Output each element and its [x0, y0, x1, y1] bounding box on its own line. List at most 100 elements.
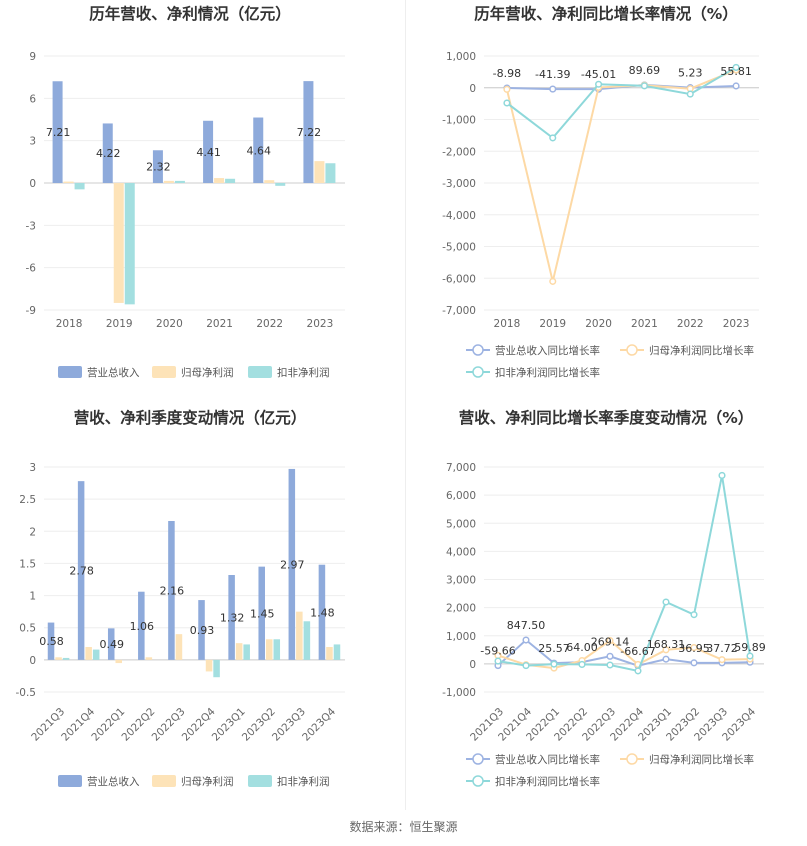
line-data-label: 847.50 [507, 619, 546, 632]
bar-deducted-profit [273, 639, 281, 660]
y-tick-label: 7,000 [446, 462, 476, 474]
bar-data-label: 7.21 [46, 126, 71, 139]
y-tick-label: -3 [26, 220, 36, 232]
bar-revenue [102, 123, 113, 183]
annual-growth-panel: 历年营收、净利同比增长率情况（%） 1,000 0 -1,000 -2,000 -3,00… [404, 0, 807, 400]
legend-marker [472, 366, 484, 378]
bar-net-profit [235, 643, 243, 660]
quarterly-growth-panel: 营收、净利同比增长率季度变动情况（%） 7,000 6,000 5,000 4,000 3… [404, 405, 807, 805]
bar-net-profit [264, 180, 275, 183]
line-data-label: 269.14 [591, 635, 630, 648]
bar-revenue [138, 591, 145, 660]
panel-divider [405, 0, 406, 810]
series-line-deducted-profit [506, 66, 737, 140]
bar-deducted-profit [92, 649, 100, 660]
series-line-deducted-profit [497, 475, 751, 673]
bar-revenue [288, 468, 296, 660]
legend-marker [626, 344, 638, 356]
bar-data-label: 2.97 [280, 558, 305, 571]
series-line-net-profit [497, 639, 751, 670]
y-tick-label: 2.5 [19, 494, 36, 506]
series-point [690, 659, 698, 667]
legend-swatch [248, 366, 272, 378]
x-tick-label: 2022 [677, 318, 704, 330]
line-data-label: 59.89 [734, 641, 766, 654]
bar-data-label: 1.32 [220, 611, 245, 624]
x-tick-label: 2021 [631, 318, 658, 330]
bar-net-profit [205, 659, 213, 672]
legend-label: 营业总收入同比增长率 [495, 753, 600, 766]
y-tick-label: -0.5 [16, 687, 37, 699]
legend-marker [472, 344, 484, 356]
y-tick-label: 1.5 [19, 558, 36, 570]
y-tick-label: -9 [26, 305, 36, 317]
series-point [494, 657, 502, 665]
y-tick-label: 4,000 [446, 546, 476, 558]
bar-revenue [52, 81, 63, 183]
legend-label: 归母净利润同比增长率 [649, 753, 754, 766]
line-data-label: -41.39 [535, 68, 570, 81]
series-point [718, 471, 726, 479]
x-tick-label: 2020 [156, 318, 183, 330]
quarterly-values-chart: 营收、净利季度变动情况（亿元）32.521.510.50-0.52021Q320… [16, 408, 345, 788]
series-point [746, 652, 754, 660]
x-tick-label: 2019 [106, 318, 133, 330]
bar-data-label: 4.41 [196, 146, 221, 159]
bar-net-profit [85, 647, 92, 660]
y-tick-label: -3,000 [442, 178, 476, 190]
bar-data-label: 1.48 [310, 606, 335, 619]
bar-revenue [152, 150, 163, 183]
bar-data-label: 7.22 [297, 126, 322, 139]
y-tick-label: 0 [29, 178, 36, 190]
line-data-label: 5.23 [678, 67, 703, 80]
legend-label: 扣非净利润同比增长率 [495, 366, 600, 379]
series-point [732, 82, 740, 90]
bar-revenue [253, 117, 264, 183]
bar-data-label: 4.22 [96, 147, 121, 160]
series-point [522, 636, 530, 644]
bar-data-label: 2.16 [160, 584, 185, 597]
series-line-revenue [497, 638, 751, 667]
bar-revenue [303, 81, 314, 183]
line-data-label: -45.01 [581, 68, 616, 81]
bar-data-label: 1.06 [130, 620, 155, 633]
bar-deducted-profit [225, 178, 236, 183]
y-tick-label: 0 [29, 655, 36, 667]
series-point [662, 598, 670, 606]
data-source-note: 数据来源：恒生聚源 [349, 820, 458, 834]
series-point [503, 99, 511, 107]
legend-label: 归母净利润 [181, 775, 234, 788]
bar-revenue [77, 481, 85, 660]
legend-label: 营业总收入 [87, 775, 140, 788]
line-data-label: 55.81 [720, 65, 752, 78]
series-point [718, 656, 726, 664]
series-point [522, 662, 530, 670]
y-tick-label: -6,000 [442, 273, 476, 285]
line-data-label: 37.72 [706, 642, 738, 655]
bar-net-profit [63, 181, 74, 183]
series-point [686, 90, 694, 98]
series-point [578, 660, 586, 668]
y-tick-label: 0 [469, 83, 476, 95]
series-point [549, 277, 557, 285]
bar-data-label: 4.64 [247, 144, 272, 157]
x-tick-label: 2019 [539, 318, 566, 330]
chart-title: 历年营收、净利情况（亿元） [89, 4, 291, 23]
series-point [690, 611, 698, 619]
y-tick-label: 0.5 [19, 623, 36, 635]
x-tick-label: 2018 [56, 318, 83, 330]
line-data-label: -59.66 [480, 645, 515, 658]
bar-deducted-profit [303, 621, 311, 660]
quarterly-growth-chart: 营收、净利同比增长率季度变动情况（%） 7,000 6,000 5,000 4,000 3… [442, 408, 766, 788]
y-tick-label: -1,000 [442, 115, 476, 127]
legend-label: 扣非净利润同比增长率 [495, 775, 600, 788]
legend-swatch [58, 775, 82, 787]
y-tick-label: -1,000 [442, 687, 476, 699]
y-tick-label: 3,000 [446, 575, 476, 587]
chart-title: 营收、净利同比增长率季度变动情况（%） [459, 408, 754, 427]
bar-net-profit [296, 611, 303, 660]
series-point [732, 63, 740, 71]
legend-marker [472, 775, 484, 787]
series-point [550, 660, 558, 668]
line-data-label: 36.95 [678, 642, 710, 655]
